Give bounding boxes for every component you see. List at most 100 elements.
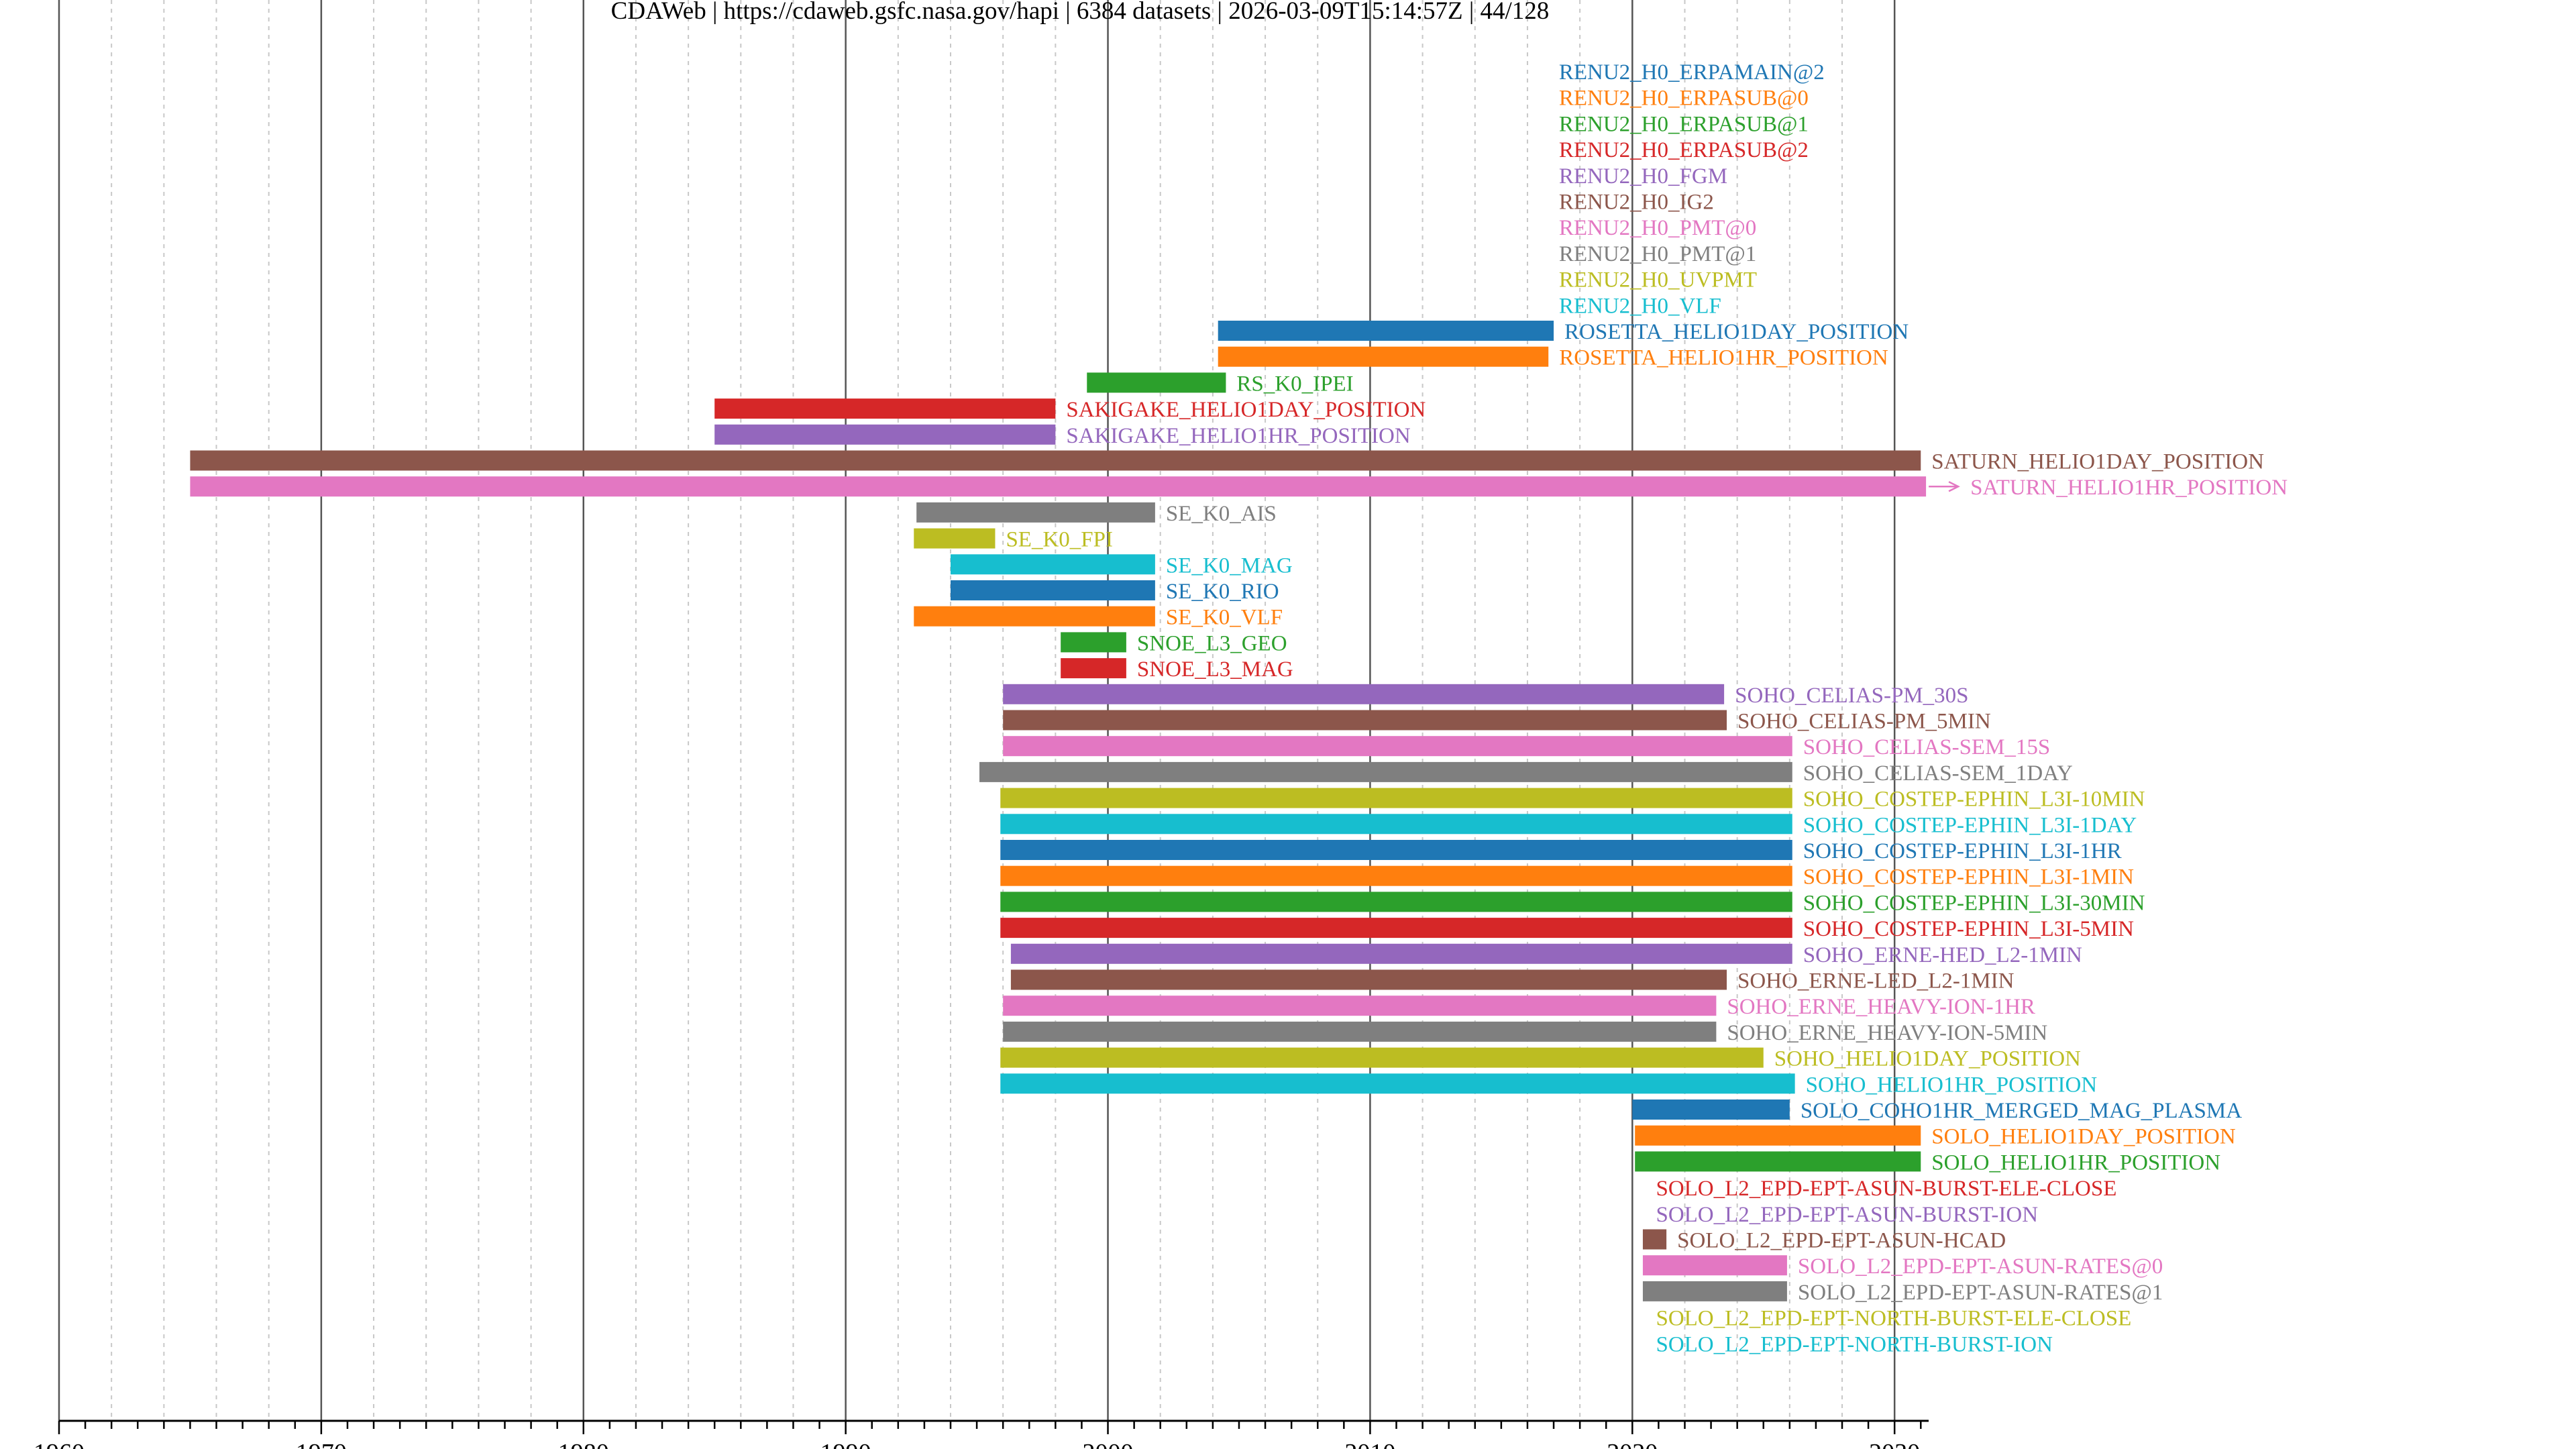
timeline-bar: [1000, 892, 1792, 912]
bar-label: SATURN_HELIO1HR_POSITION: [1970, 476, 2288, 500]
bar-label: RENU2_H0_ERPAMAIN@2: [1559, 60, 1825, 85]
timeline-bar: [1642, 1229, 1667, 1250]
timeline-bar: [1642, 1255, 1787, 1276]
bar-label: SOLO_L2_EPD-EPT-ASUN-RATES@0: [1798, 1254, 2163, 1279]
bar-label: RENU2_H0_IG2: [1559, 191, 1714, 215]
bar-label: SOHO_ERNE_HEAVY-ION-1HR: [1727, 995, 2035, 1019]
x-tick-label: 2010: [1344, 1439, 1395, 1449]
timeline-bar: [1218, 346, 1549, 367]
bar-label: SOHO_ERNE-HED_L2-1MIN: [1803, 943, 2082, 967]
bar-label: SE_K0_RIO: [1166, 580, 1279, 604]
timeline-bar: [914, 528, 996, 549]
bar-label: SOHO_CELIAS-SEM_15S: [1803, 735, 2051, 759]
bar-label: ROSETTA_HELIO1DAY_POSITION: [1564, 320, 1909, 344]
chart-title: CDAWeb | https://cdaweb.gsfc.nasa.gov/ha…: [611, 0, 1550, 25]
bar-label: RENU2_H0_PMT@1: [1559, 242, 1756, 266]
timeline-bar: [1003, 996, 1717, 1016]
arrow-head: [1948, 481, 1960, 492]
timeline-bar: [190, 450, 1921, 471]
timeline-bar: [1000, 1047, 1764, 1068]
bar-label: SE_K0_MAG: [1166, 553, 1293, 578]
bar-label: SOLO_HELIO1DAY_POSITION: [1931, 1125, 2236, 1149]
bar-label: SOHO_HELIO1DAY_POSITION: [1774, 1047, 2081, 1071]
timeline-bar: [1003, 1021, 1717, 1042]
timeline-bar: [1000, 1073, 1795, 1094]
bar-label: SOLO_L2_EPD-EPT-ASUN-HCAD: [1677, 1229, 2006, 1253]
bar-label: RENU2_H0_UVPMT: [1559, 268, 1757, 292]
timeline-bar: [1010, 969, 1727, 990]
bar-label: RENU2_H0_FGM: [1559, 164, 1727, 189]
bar-label: SOHO_COSTEP-EPHIN_L3I-1DAY: [1803, 813, 2137, 837]
timeline-bar: [1632, 1099, 1790, 1120]
x-tick-label: 1970: [296, 1439, 347, 1449]
bar-label: SOHO_ERNE_HEAVY-ION-5MIN: [1727, 1021, 2047, 1045]
bar-label: SOHO_COSTEP-EPHIN_L3I-10MIN: [1803, 788, 2145, 812]
bar-label: SOLO_HELIO1HR_POSITION: [1931, 1150, 2220, 1175]
bar-label: SOLO_COHO1HR_MERGED_MAG_PLASMA: [1801, 1099, 2242, 1123]
bar-label: SOHO_COSTEP-EPHIN_L3I-1HR: [1803, 839, 2122, 863]
x-tick-label: 1980: [558, 1439, 609, 1449]
bar-label: SOLO_L2_EPD-EPT-NORTH-BURST-ION: [1656, 1332, 2053, 1356]
timeline-bar: [951, 580, 1155, 600]
timeline-bar: [1000, 865, 1792, 886]
bar-label: SAKIGAKE_HELIO1HR_POSITION: [1066, 424, 1410, 448]
bar-label: RENU2_H0_ERPASUB@2: [1559, 138, 1809, 162]
bar-label: SATURN_HELIO1DAY_POSITION: [1931, 450, 2264, 474]
bar-label: SOLO_L2_EPD-EPT-ASUN-BURST-ELE-CLOSE: [1656, 1177, 2116, 1201]
x-tick-label: 2020: [1607, 1439, 1658, 1449]
bar-label: SOHO_ERNE-LED_L2-1MIN: [1737, 969, 2015, 994]
bar-label: SOLO_L2_EPD-EPT-ASUN-BURST-ION: [1656, 1203, 2038, 1227]
bar-label: ROSETTA_HELIO1HR_POSITION: [1559, 346, 1888, 370]
timeline-bar: [714, 424, 1056, 445]
timeline-bar: [1010, 943, 1792, 964]
bar-label: SOHO_CELIAS-PM_5MIN: [1737, 710, 1991, 734]
bars: [190, 321, 1960, 1301]
timeline-bar: [1635, 1125, 1921, 1146]
bar-label: SOHO_COSTEP-EPHIN_L3I-30MIN: [1803, 891, 2145, 915]
bar-label: SOHO_CELIAS-PM_30S: [1735, 684, 1968, 708]
x-tick-label: 1960: [34, 1439, 85, 1449]
bar-label: RS_K0_IPEI: [1236, 372, 1353, 396]
timeline-bar: [714, 398, 1056, 419]
bar-label: SNOE_L3_MAG: [1137, 657, 1293, 682]
bar-label: SOHO_COSTEP-EPHIN_L3I-5MIN: [1803, 917, 2134, 941]
bar-label: SOHO_COSTEP-EPHIN_L3I-1MIN: [1803, 865, 2134, 890]
timeline-bar: [914, 606, 1155, 627]
bar-label: SOHO_HELIO1HR_POSITION: [1806, 1073, 2098, 1097]
timeline-bar: [1000, 840, 1792, 860]
bar-label: RENU2_H0_ERPASUB@1: [1559, 112, 1809, 136]
timeline-bar: [1061, 632, 1126, 653]
x-tick-label: 2030: [1869, 1439, 1920, 1449]
timeline-bar: [1218, 321, 1554, 341]
timeline-bar: [951, 554, 1155, 575]
timeline-bar: [1087, 372, 1226, 393]
timeline-bar: [1003, 684, 1725, 704]
timeline-bar: [1061, 658, 1126, 679]
bar-label: SOHO_CELIAS-SEM_1DAY: [1803, 761, 2073, 786]
timeline-bar: [1000, 814, 1792, 835]
bar-label: SNOE_L3_GEO: [1137, 631, 1287, 655]
bar-label: RENU2_H0_VLF: [1559, 294, 1721, 318]
bar-label: SE_K0_FPI: [1006, 528, 1113, 552]
bar-label: RENU2_H0_ERPASUB@0: [1559, 87, 1809, 111]
bar-label: RENU2_H0_PMT@0: [1559, 216, 1756, 240]
bar-label: SOLO_L2_EPD-EPT-NORTH-BURST-ELE-CLOSE: [1656, 1307, 2131, 1331]
timeline-bar: [1003, 736, 1792, 757]
bar-label: SE_K0_VLF: [1166, 606, 1283, 630]
bar-label: SAKIGAKE_HELIO1DAY_POSITION: [1066, 398, 1426, 422]
timeline-bar: [1000, 788, 1792, 808]
x-tick-label: 1990: [820, 1439, 871, 1449]
bar-label: SE_K0_AIS: [1166, 502, 1277, 526]
timeline-bar: [1635, 1151, 1921, 1172]
timeline-bar: [1003, 710, 1727, 731]
x-tick-label: 2000: [1083, 1439, 1134, 1449]
timeline-bar: [1642, 1281, 1787, 1301]
timeline-bar: [979, 761, 1792, 782]
x-axis: 1960 1970 1980 1990 2000 2010 2020 2030: [34, 1419, 1929, 1449]
timeline-bar: [1000, 918, 1792, 938]
timeline-bar: [190, 476, 1927, 497]
bar-labels: RENU2_H0_ERPAMAIN@2RENU2_H0_ERPASUB@0REN…: [1006, 60, 2288, 1356]
bar-label: SOLO_L2_EPD-EPT-ASUN-RATES@1: [1798, 1281, 2163, 1305]
timeline-bar: [916, 502, 1155, 523]
